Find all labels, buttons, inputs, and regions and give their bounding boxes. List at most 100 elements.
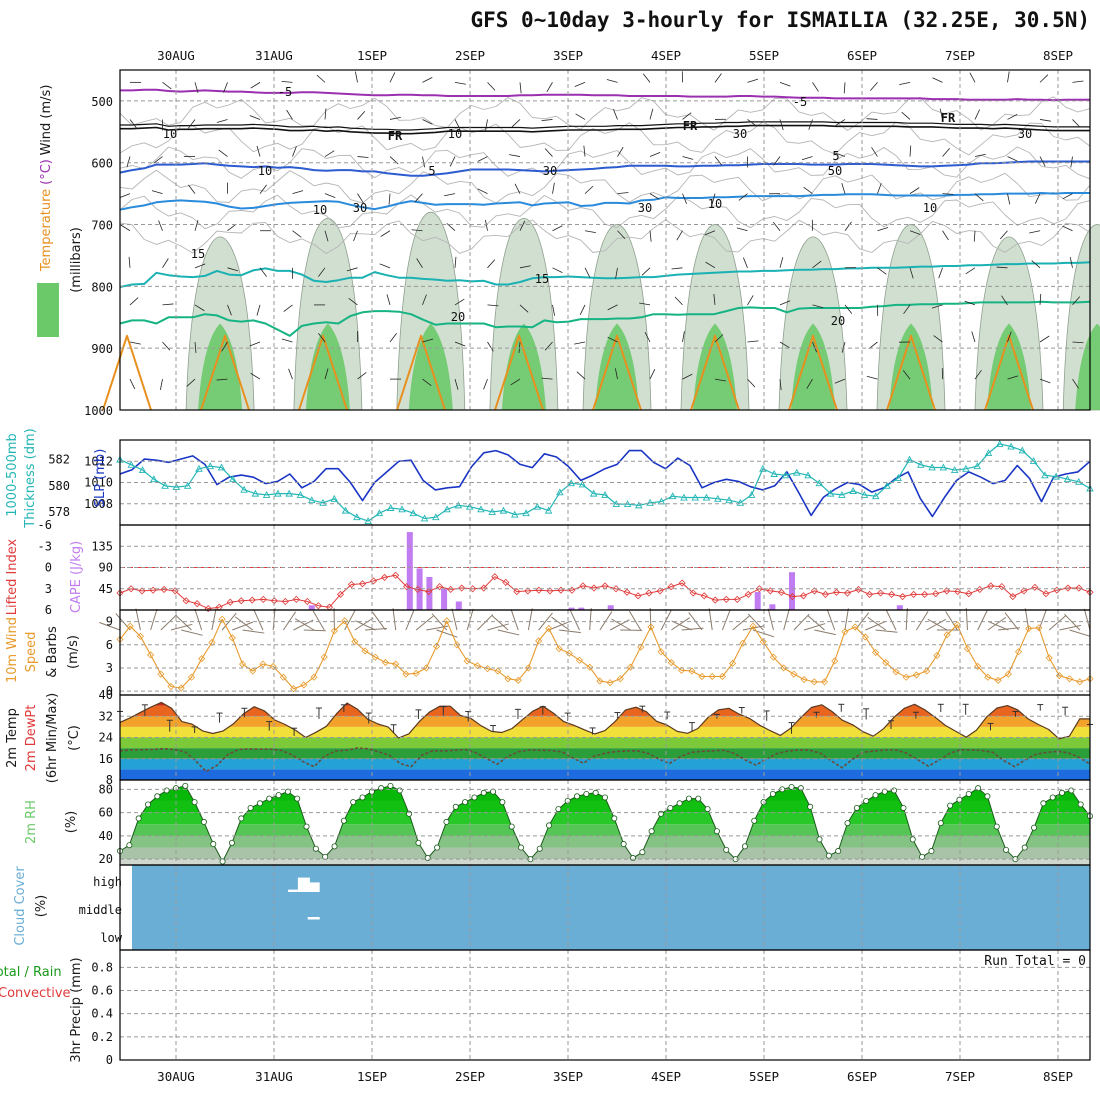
thickness-marker: [488, 507, 496, 515]
rh-marker: [154, 793, 161, 800]
wind-barb: [288, 368, 293, 380]
isotherm-line: [119, 300, 1091, 337]
wind-speed-marker: [851, 623, 859, 631]
wind-barb: [649, 152, 661, 157]
wind-barb: [186, 378, 196, 387]
surface-wind-barb: [867, 616, 887, 631]
thickness-marker: [138, 466, 147, 474]
wind-barb: [286, 109, 293, 120]
wind-speed-marker: [667, 658, 675, 667]
thickness-unit-label: Thickness (dm): [23, 428, 38, 528]
wind-barb: [259, 184, 267, 194]
isotherm-label: 20: [831, 314, 845, 328]
surface-wind-barb: [998, 627, 1021, 631]
wind-barb: [249, 341, 261, 347]
wind-barb: [129, 119, 137, 129]
wind-barb: [188, 184, 196, 194]
panel-frames: [119, 69, 1091, 1061]
rh-marker: [1003, 846, 1010, 853]
wind-speed-marker: [167, 682, 175, 691]
surface-wind-barb: [865, 620, 886, 631]
rh-marker: [452, 803, 459, 810]
rh2m-axis-label: 2m RH: [24, 800, 39, 844]
lifted-index-marker: [436, 583, 444, 591]
wind-barb: [736, 227, 748, 232]
surface-wind-barb: [1083, 608, 1091, 631]
cape-tick-label: 90: [99, 561, 113, 575]
wind-barb: [216, 119, 228, 123]
rh-marker: [1077, 801, 1084, 808]
lifted-index-axis-label: Lifted Index: [5, 538, 20, 615]
thickness-marker: [285, 489, 293, 497]
wind-barb: [1001, 295, 1008, 306]
lifted-index-marker: [843, 589, 852, 597]
li-tick-label: -6: [38, 518, 52, 532]
rh-marker: [928, 848, 935, 855]
wind-barbs-label: & Barbs: [45, 626, 60, 678]
wind-speed-marker: [157, 670, 165, 678]
wind-barb: [844, 304, 853, 314]
li-tick-label: 0: [45, 561, 52, 575]
wind-barb: [194, 220, 199, 231]
wind-barb: [971, 331, 976, 343]
lifted-index-marker: [380, 573, 389, 581]
wind-speed-marker: [371, 653, 379, 661]
temp-tick-label: 8: [106, 773, 113, 787]
wind-barb: [1039, 293, 1042, 305]
wind-speed-marker: [994, 676, 1002, 684]
thickness-marker: [984, 449, 993, 457]
surface-wind-barb: [344, 610, 356, 631]
thickness-tick-label: 578: [48, 505, 70, 519]
wind-barb: [292, 230, 302, 238]
wind-barb: [1034, 193, 1041, 204]
wind-barb: [714, 334, 724, 343]
temperature-band: [120, 726, 1090, 738]
cloud-unit-label: (%): [34, 895, 49, 918]
cape-axis-label: CAPE (J/kg): [69, 541, 84, 613]
wind-speed-marker: [1035, 624, 1043, 632]
boundary-layer-line: [102, 334, 152, 411]
wind-barb: [357, 156, 369, 158]
wind-speed-marker: [361, 647, 369, 655]
top-date-label: 3SEP: [553, 48, 583, 63]
wind-barb: [357, 193, 364, 204]
thickness-marker: [1018, 446, 1027, 454]
temperature-band: [120, 737, 1090, 749]
wind-barb: [705, 261, 716, 269]
thickness-marker: [578, 480, 587, 488]
wind-speed-marker: [769, 653, 778, 661]
wind-barb: [281, 81, 293, 83]
li-tick-label: 3: [45, 582, 52, 596]
wind-barb: [422, 378, 432, 387]
isotherm-label: FR: [941, 111, 956, 125]
boundary-layer-line: [298, 334, 348, 411]
wind-barb: [194, 341, 197, 353]
lifted-index-marker: [513, 588, 521, 596]
thickness-marker: [939, 463, 948, 471]
thickness-marker: [375, 509, 384, 517]
surface-wind-barb: [671, 620, 692, 631]
wind-barb: [607, 304, 618, 311]
bottom-date-label: 2SEP: [455, 1069, 485, 1084]
surface-wind-barb: [491, 614, 509, 631]
thickness-marker: [714, 494, 722, 502]
surface-wind-barb: [253, 609, 264, 631]
pressure-tick-label: 800: [91, 280, 113, 294]
bottom-date-label: 30AUG: [157, 1069, 195, 1084]
cape-bar: [754, 592, 761, 610]
surface-wind-barb: [1069, 629, 1091, 637]
wind-barb: [514, 183, 521, 194]
wind-barb: [964, 300, 976, 306]
wind-speed-marker: [392, 660, 400, 668]
thickness-marker: [1074, 477, 1083, 485]
wind-speed-marker: [269, 662, 277, 670]
rh-marker: [844, 820, 851, 827]
surface-wind-barb: [99, 622, 121, 631]
wind-barb: [444, 193, 456, 197]
rh-region-high: [501, 323, 546, 410]
wind-barb: [974, 153, 986, 157]
boundary-layer-line: [200, 334, 250, 411]
precip-convective-label: Convective: [0, 986, 71, 1001]
wind-speed-marker: [708, 672, 716, 681]
isotherm-line: [120, 124, 1090, 135]
